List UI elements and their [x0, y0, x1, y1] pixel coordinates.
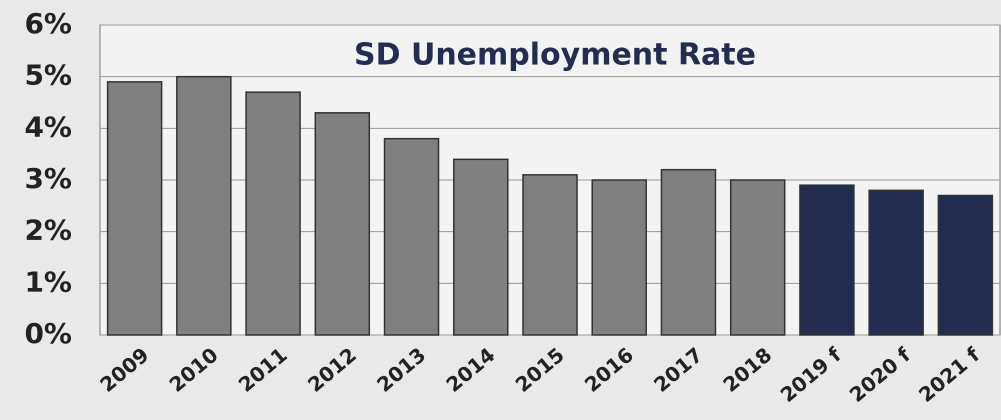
y-tick-label: 6% — [24, 7, 72, 40]
bar — [799, 184, 855, 336]
y-tick-label: 1% — [24, 265, 72, 298]
y-tick-label: 2% — [24, 214, 72, 247]
bar — [176, 75, 232, 336]
bar — [453, 158, 509, 336]
x-tick-label: 2018 — [718, 343, 776, 397]
bar — [106, 81, 163, 336]
chart-title: SD Unemployment Rate — [354, 38, 756, 73]
x-tick-label: 2013 — [372, 343, 430, 397]
bar — [660, 168, 717, 336]
y-tick-label: 3% — [24, 162, 72, 195]
y-tick-label: 5% — [24, 59, 72, 92]
x-tick-label: 2014 — [441, 343, 499, 397]
x-tick-label: 2009 — [95, 343, 153, 397]
bar — [591, 179, 647, 336]
x-tick-label: 2012 — [303, 343, 361, 397]
x-tick-label: 2021 f — [914, 342, 984, 406]
bar — [383, 137, 440, 336]
bar — [729, 179, 786, 336]
x-tick-label: 2010 — [165, 343, 223, 397]
x-tick-label: 2019 f — [776, 342, 846, 406]
bar — [522, 174, 578, 336]
y-tick-label: 4% — [24, 110, 72, 143]
bar — [937, 194, 994, 336]
bar — [868, 189, 924, 336]
bar — [245, 91, 301, 336]
bar — [314, 112, 371, 336]
y-tick-label: 0% — [24, 317, 72, 350]
x-tick-label: 2015 — [511, 343, 569, 397]
bars — [106, 75, 994, 336]
x-tick-label: 2016 — [580, 343, 638, 397]
x-tick-label: 2020 f — [845, 342, 915, 406]
x-tick-label: 2017 — [649, 343, 707, 397]
x-tick-label: 2011 — [234, 343, 292, 397]
